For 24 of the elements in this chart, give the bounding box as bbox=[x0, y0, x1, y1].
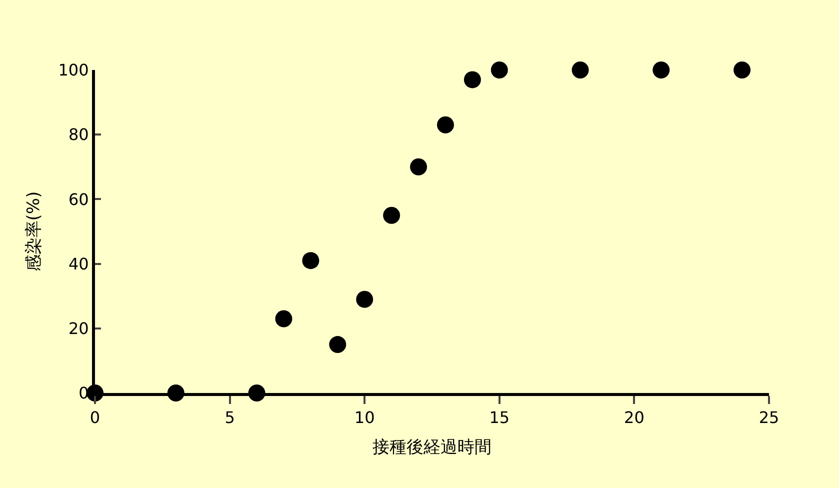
x-tick-label: 15 bbox=[489, 408, 510, 428]
point bbox=[356, 290, 374, 308]
point bbox=[302, 252, 320, 270]
x-axis-title: 接種後経過時間 bbox=[372, 438, 492, 458]
point bbox=[652, 62, 670, 78]
point bbox=[275, 310, 292, 328]
point bbox=[572, 62, 589, 78]
y-tick-label: 40 bbox=[68, 254, 89, 274]
point bbox=[329, 336, 346, 354]
point bbox=[734, 62, 751, 78]
point bbox=[490, 62, 508, 78]
x-tick-label: 20 bbox=[624, 408, 644, 428]
x-tick-label: 5 bbox=[224, 408, 235, 428]
x-tick-label: 10 bbox=[354, 408, 375, 428]
x-tick-label: 25 bbox=[758, 408, 780, 428]
point bbox=[383, 206, 400, 224]
y-tick-label: 60 bbox=[68, 190, 89, 209]
point bbox=[436, 116, 454, 134]
y-tick-label: 100 bbox=[58, 60, 89, 80]
point bbox=[410, 158, 428, 176]
point bbox=[464, 71, 481, 88]
y-tick-label: 80 bbox=[68, 125, 89, 144]
y-tick-label: 20 bbox=[68, 319, 89, 338]
y-axis-title: 感染率(%) bbox=[24, 191, 44, 272]
